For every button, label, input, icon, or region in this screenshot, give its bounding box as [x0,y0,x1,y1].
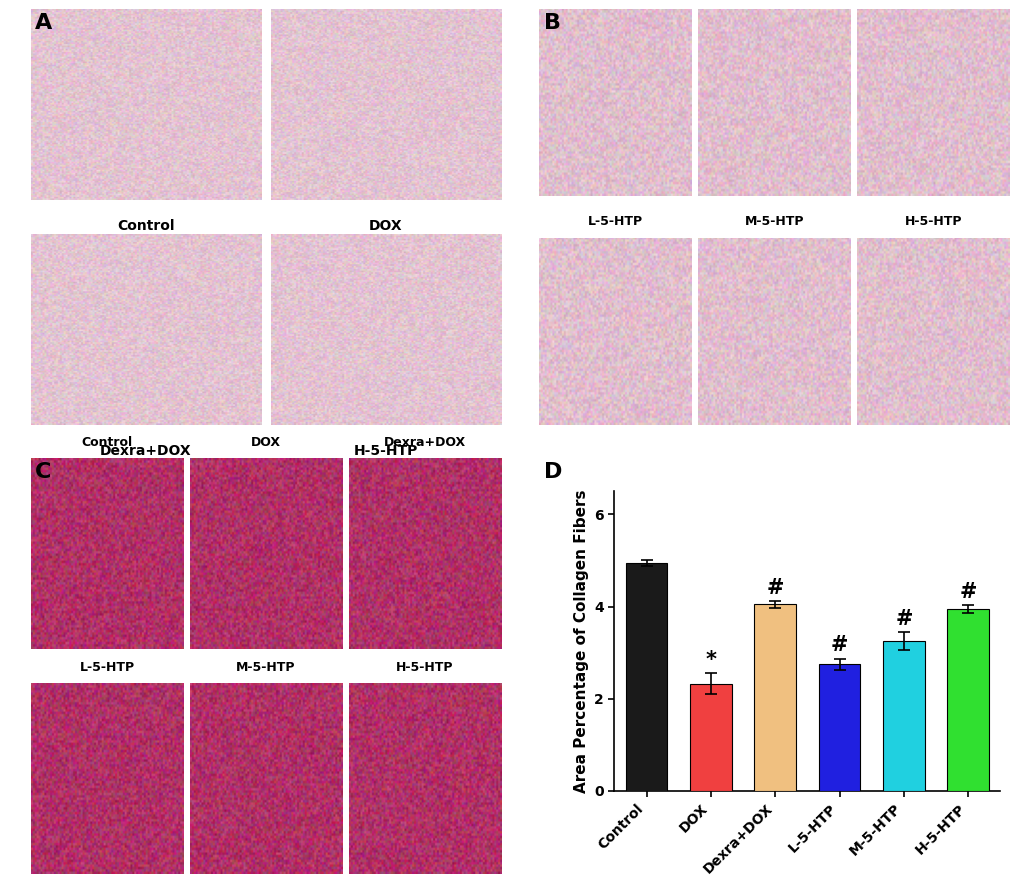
Text: A: A [36,13,53,33]
Text: H-5-HTP: H-5-HTP [354,444,418,458]
Text: L-5-HTP: L-5-HTP [587,215,642,228]
Bar [818,665,860,791]
Bar [754,605,796,791]
Bar [689,683,731,791]
Text: B: B [543,13,560,33]
Text: H-5-HTP: H-5-HTP [395,661,453,673]
Text: M-5-HTP: M-5-HTP [744,215,803,228]
Text: DOX: DOX [369,219,403,233]
Text: Control: Control [82,435,132,449]
Bar [882,641,924,791]
Text: D: D [543,462,561,483]
Text: M-5-HTP: M-5-HTP [236,661,296,673]
Text: L-5-HTP: L-5-HTP [79,661,135,673]
Text: DOX: DOX [251,435,280,449]
Text: H-5-HTP: H-5-HTP [904,215,961,228]
Y-axis label: Area Percentage of Collagen Fibers: Area Percentage of Collagen Fibers [573,490,588,793]
Text: Control: Control [117,219,174,233]
Text: Dexra+DOX: Dexra+DOX [100,444,192,458]
Text: Dexra+DOX: Dexra+DOX [383,435,466,449]
Text: *: * [705,650,715,670]
Text: #: # [765,578,784,599]
Bar [947,609,988,791]
Bar [625,563,666,791]
Text: C: C [36,462,52,483]
Text: #: # [959,582,976,602]
Text: #: # [830,635,848,656]
Text: #: # [895,608,912,629]
